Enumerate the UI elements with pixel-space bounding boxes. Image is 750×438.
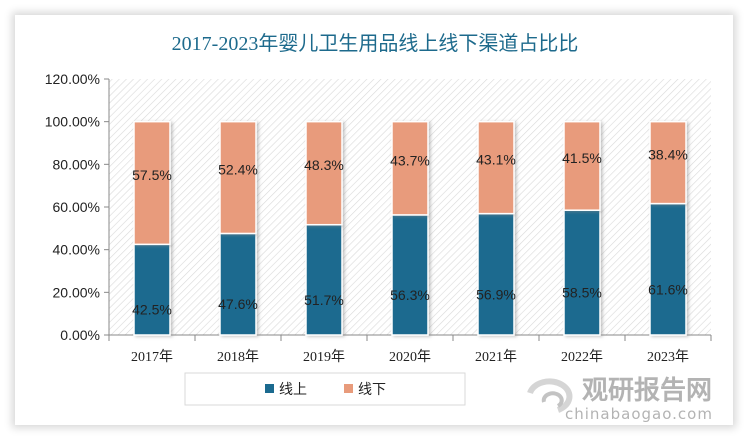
data-label: 56.3% [390, 287, 430, 303]
data-label: 51.7% [304, 292, 344, 308]
bar-online [219, 232, 257, 336]
legend-label: 线下 [358, 382, 386, 398]
y-tick-label: 80.00% [53, 156, 100, 172]
chart-title: 2017-2023年婴儿卫生用品线上线下渠道占比比 [172, 32, 579, 55]
y-tick-label: 40.00% [53, 242, 100, 258]
bar-offline [391, 120, 429, 216]
y-tick-label: 20.00% [53, 284, 100, 300]
x-tick-label: 2022年 [561, 349, 603, 365]
legend-swatch [265, 384, 274, 393]
legend [184, 372, 466, 406]
y-tick-label: 60.00% [53, 199, 100, 215]
data-label: 43.1% [476, 152, 516, 168]
data-label: 43.7% [390, 152, 430, 168]
legend-label: 线上 [279, 382, 307, 398]
bar-offline [563, 120, 601, 211]
x-tick-label: 2017年 [131, 349, 173, 365]
bar-online [391, 214, 429, 336]
data-label: 41.5% [562, 150, 602, 166]
watermark-url: chinabaogao.com [565, 405, 713, 423]
x-tick-label: 2023年 [647, 349, 689, 365]
bar-online [563, 209, 601, 336]
bar-online [649, 202, 687, 336]
data-label: 61.6% [648, 281, 688, 297]
legend-swatch [344, 384, 353, 393]
bar-online [477, 212, 515, 336]
data-label: 42.5% [132, 302, 172, 318]
data-label: 52.4% [218, 162, 258, 178]
x-tick-label: 2019年 [303, 349, 345, 365]
watermark-logo: 观研报告网 chinabaogao.com [527, 375, 713, 423]
bar-online [133, 243, 171, 336]
data-label: 38.4% [648, 147, 688, 163]
data-label: 48.3% [304, 157, 344, 173]
y-tick-label: 100.00% [45, 114, 100, 130]
data-label: 56.9% [476, 286, 516, 302]
bar-offline [305, 120, 343, 226]
watermark-brand: 观研报告网 [582, 375, 712, 406]
x-tick-label: 2021年 [475, 349, 517, 365]
y-tick-label: 120.00% [45, 71, 100, 87]
y-tick-label: 0.00% [60, 327, 100, 343]
bar-offline [477, 120, 515, 215]
bar-online [305, 223, 343, 336]
bar-offline [219, 120, 257, 235]
x-tick-label: 2018年 [217, 349, 259, 365]
data-label: 47.6% [218, 296, 258, 312]
bar-offline [649, 120, 687, 205]
x-tick-label: 2020年 [389, 349, 431, 365]
data-label: 57.5% [132, 167, 172, 183]
bar-offline [133, 120, 171, 246]
data-label: 58.5% [562, 285, 602, 301]
